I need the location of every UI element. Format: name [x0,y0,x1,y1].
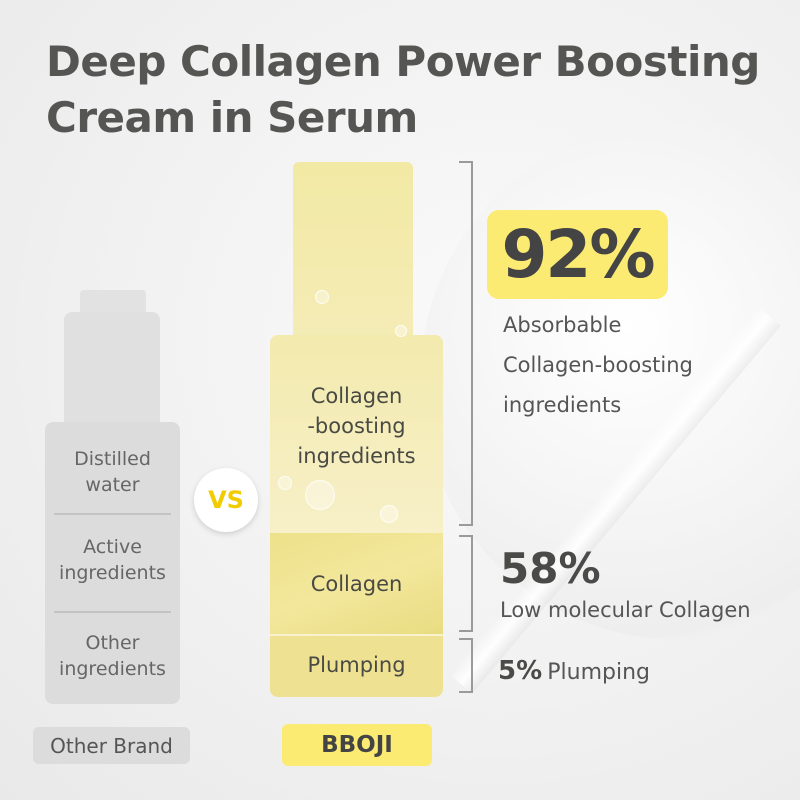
other-brand-label: Other Brand [33,727,190,764]
segment-plumping: Plumping [307,653,406,677]
stat-5-description: Plumping [547,660,650,685]
divider [54,611,171,613]
stat-58-description: Low molecular Collagen [500,598,751,622]
segment-distilled-water: Distilled water [74,448,151,496]
bracket-collagen-boosting [459,161,473,526]
bracket-collagen [459,535,473,632]
bracket-plumping [459,638,473,693]
stat-58-value: 58% [500,544,601,593]
stat-92-description: Absorbable Collagen-boosting ingredients [503,313,693,417]
stat-5: 5% Plumping [498,654,650,691]
segment-active-ingredients: Active ingredients [59,536,166,584]
stat-92-value: 92% [487,210,668,299]
bboji-label: BBOJI [282,724,432,766]
segment-collagen: Collagen [310,572,403,596]
page-title: Deep Collagen Power Boosting Cream in Ser… [46,37,760,142]
segment-other-ingredients: Other ingredients [59,632,166,680]
vs-badge: VS [194,468,258,532]
segment-collagen-boosting: Collagen -boosting ingredients [297,384,416,468]
stat-5-value: 5% [498,656,543,686]
divider [54,513,171,515]
